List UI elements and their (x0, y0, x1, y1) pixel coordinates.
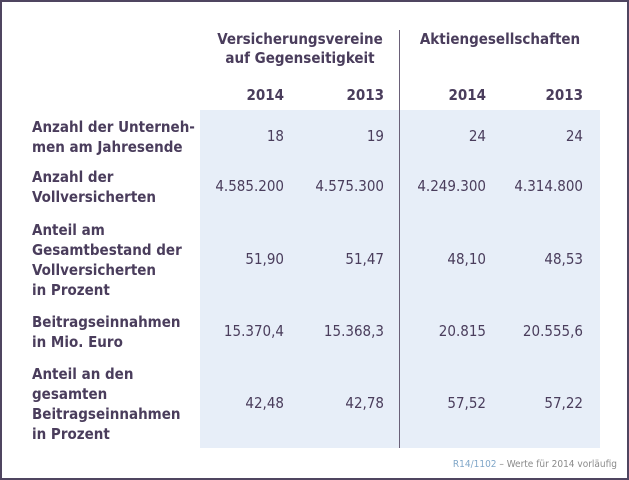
row-label-line: men am Jahresende (32, 138, 183, 156)
group-header-vvag: Versicherungsvereine auf Gegenseitigkeit (205, 30, 395, 68)
group-header-line: Versicherungsvereine (217, 30, 383, 48)
table-cell: 24 (565, 127, 583, 145)
table-cell: 19 (366, 127, 384, 145)
row-label-line: gesamten (32, 385, 108, 403)
table-cell: 42,48 (245, 394, 284, 412)
row-label-line: Beitragseinnahmen (32, 405, 181, 423)
table-cell: 4.585.200 (215, 177, 284, 195)
table-cell: 4.314.800 (514, 177, 583, 195)
row-label-line: Anzahl der (32, 168, 114, 186)
row-label-line: in Prozent (32, 425, 110, 443)
table-cell: 51,90 (245, 250, 284, 268)
table-cell: 42,78 (345, 394, 384, 412)
footer-note: R14/1102 – Werte für 2014 vorläufig (453, 459, 617, 470)
row-label-line: Anteil an den (32, 365, 134, 383)
table-cell: 15.370,4 (223, 322, 284, 340)
row-label-line: Vollversicherten (32, 261, 157, 279)
row-label-line: Beitragseinnahmen (32, 313, 181, 331)
table-cell: 20.815 (438, 322, 486, 340)
row-label-line: Vollversicherten (32, 188, 157, 206)
row-label-line: Gesamtbestand der (32, 241, 182, 259)
row-label: Anteil an den gesamten Beitragseinnahmen in… (32, 364, 202, 444)
table-cell: 20.555,6 (522, 322, 583, 340)
year-header: 2014 (448, 86, 486, 104)
table-cell: 4.249.300 (417, 177, 486, 195)
row-label-line: Anteil am (32, 221, 105, 239)
table-cell: 18 (266, 127, 284, 145)
table-cell: 24 (468, 127, 486, 145)
table-cell: 48,53 (544, 250, 583, 268)
table-cell: 4.575.300 (315, 177, 384, 195)
row-label-line: Anzahl der Unterneh- (32, 118, 195, 136)
table-cell: 15.368,3 (323, 322, 384, 340)
row-label: Anzahl der Unterneh-men am Jahresende (32, 117, 202, 157)
group-header-ag: Aktiengesellschaften (419, 30, 581, 48)
year-header: 2014 (246, 86, 284, 104)
table-cell: 51,47 (345, 250, 384, 268)
table-cell: 48,10 (447, 250, 486, 268)
table-cell: 57,22 (544, 394, 583, 412)
values-background (200, 110, 600, 448)
group-header-line: auf Gegenseitigkeit (225, 49, 375, 67)
row-label-line: in Prozent (32, 281, 110, 299)
table-cell: 57,52 (447, 394, 486, 412)
row-label: Anteil am Gesamtbestand der Vollversichert… (32, 220, 202, 300)
row-label: Beitragseinnahmen in Mio. Euro (32, 312, 202, 352)
group-divider (399, 30, 400, 448)
year-header: 2013 (346, 86, 384, 104)
row-label-line: in Mio. Euro (32, 333, 123, 351)
row-label: Anzahl der Vollversicherten (32, 167, 202, 207)
footer-text: – Werte für 2014 vorläufig (496, 459, 617, 470)
year-header: 2013 (545, 86, 583, 104)
footer-code: R14/1102 (452, 459, 497, 470)
